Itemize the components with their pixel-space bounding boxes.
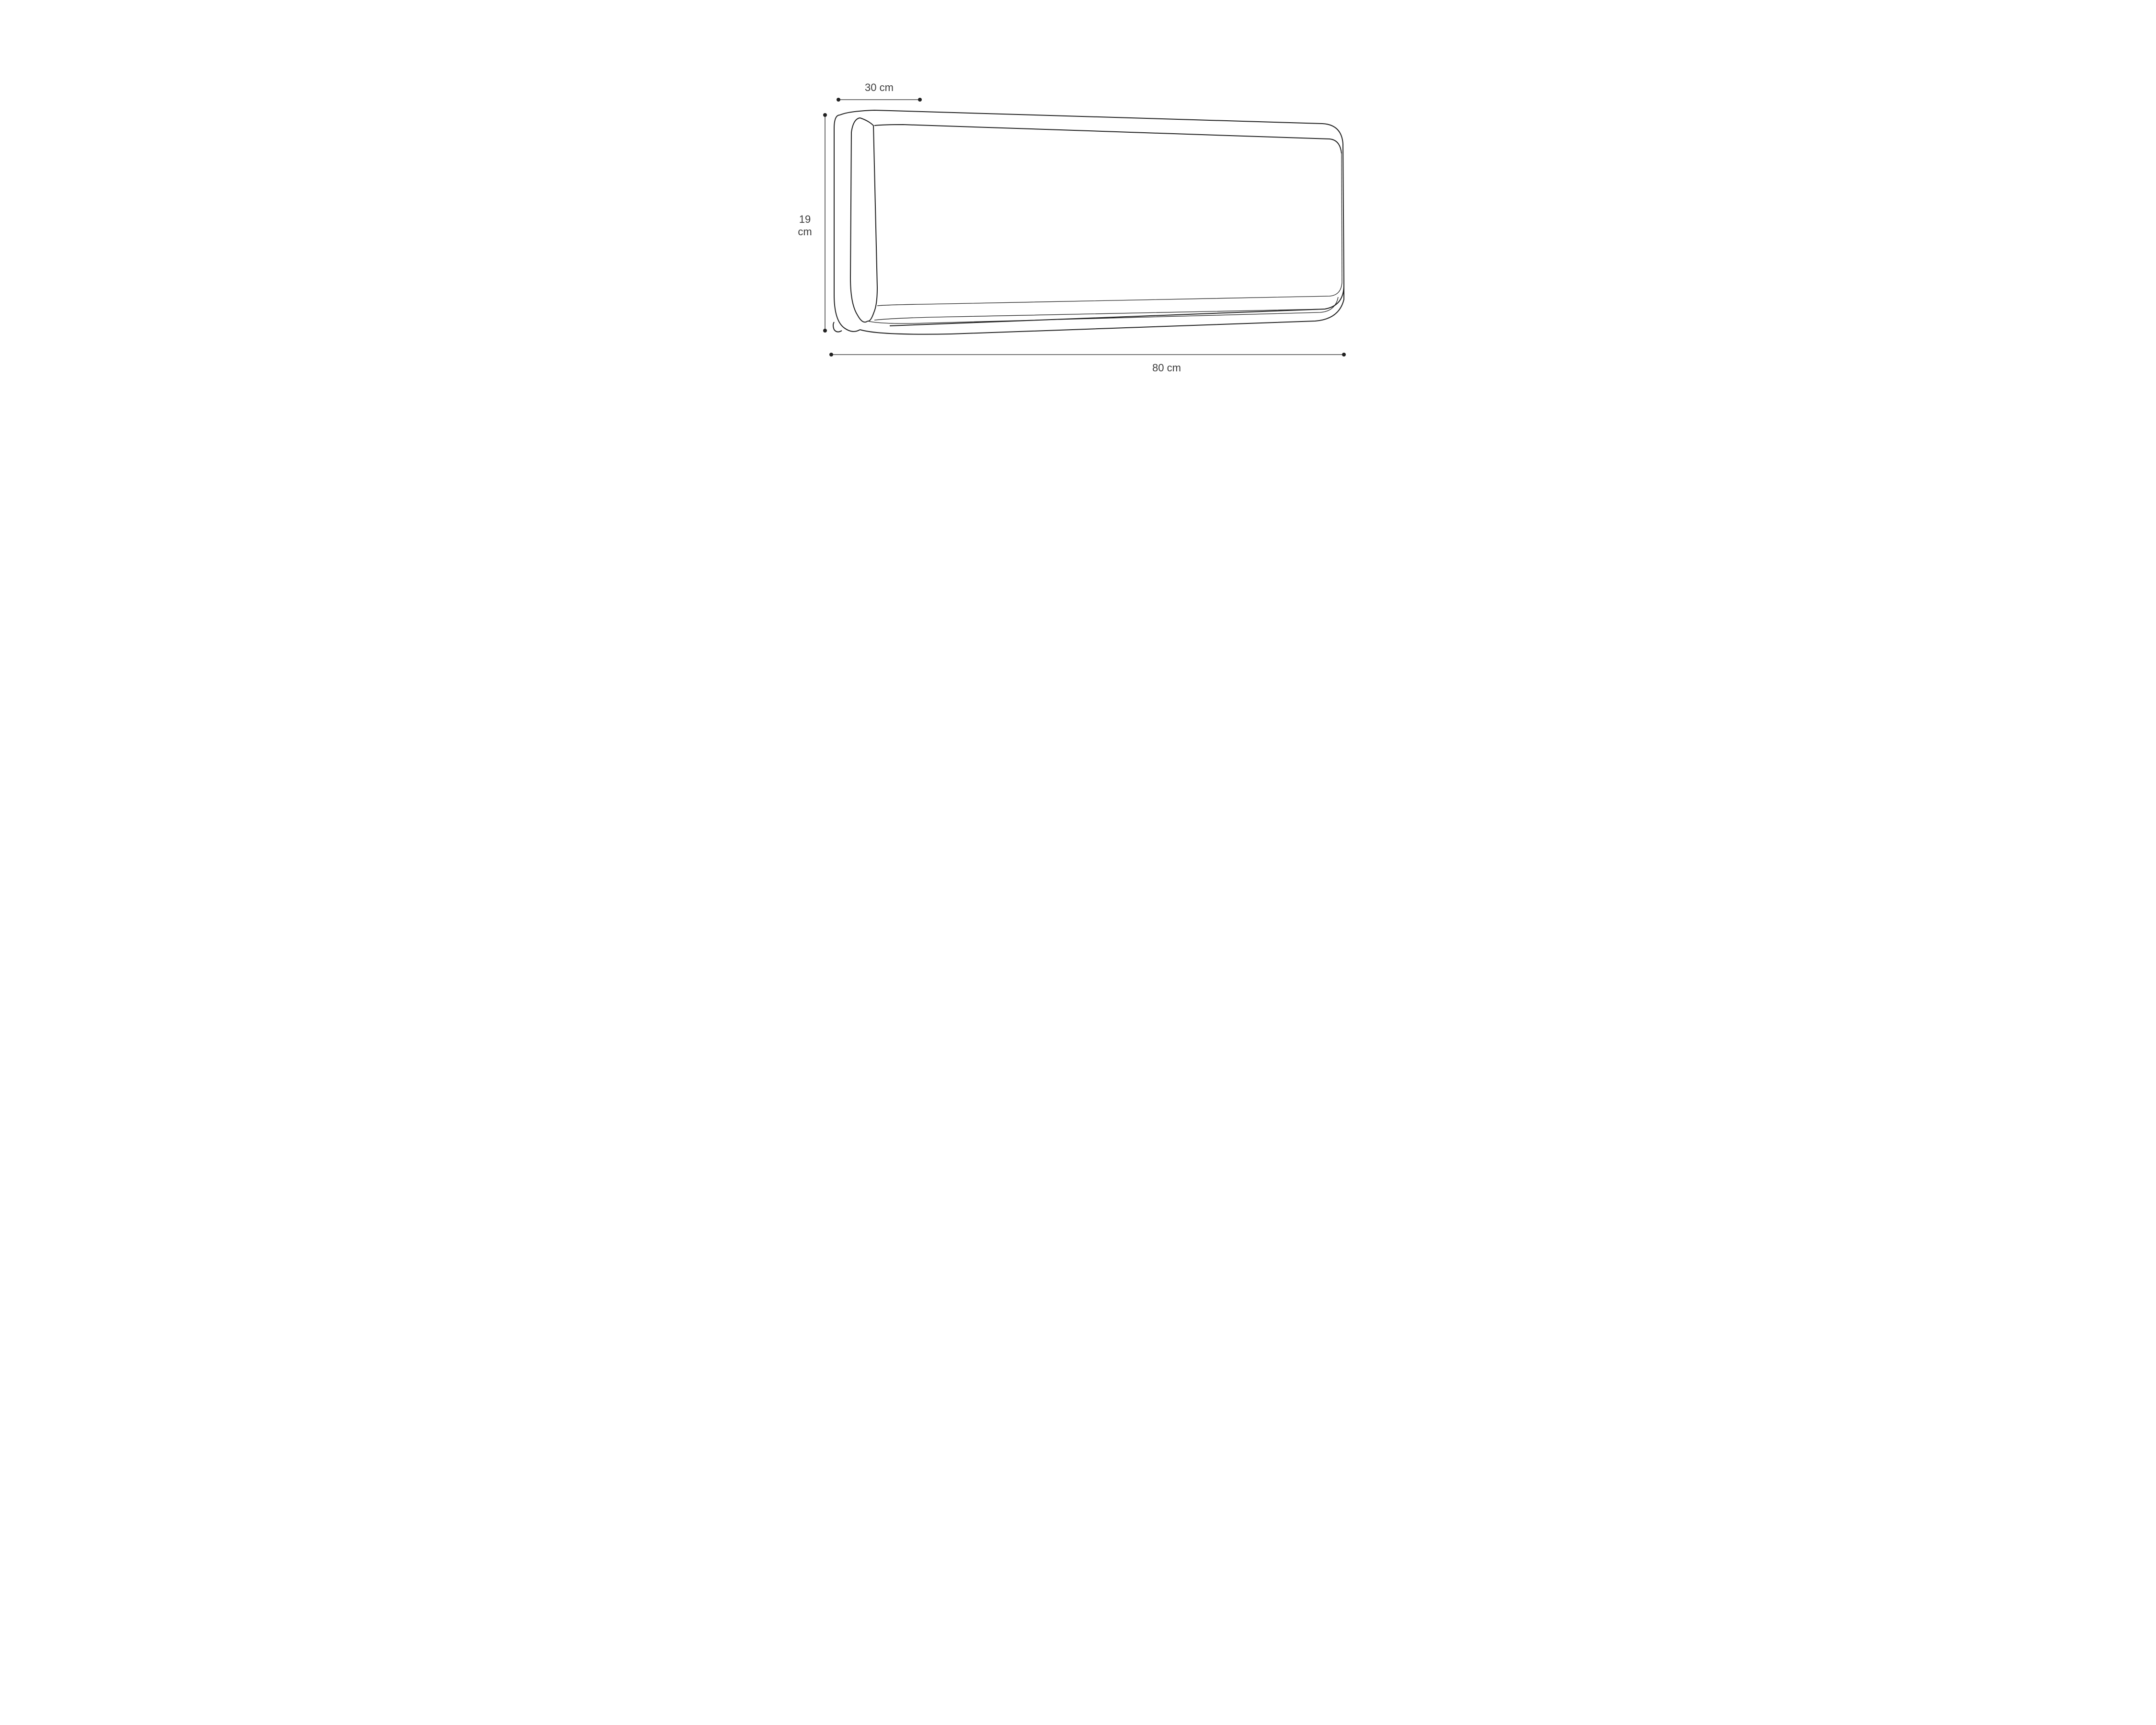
dimension-dot: [823, 329, 827, 333]
dimension-depth-label: 30 cm: [865, 81, 894, 93]
dimension-width-label: 80 cm: [1152, 362, 1181, 374]
bottom-vent-top: [877, 283, 1342, 306]
dimension-dot: [837, 98, 840, 102]
dimension-dot: [1342, 353, 1346, 356]
dimension-depth: 30 cm: [837, 81, 922, 102]
dimension-height-unit: cm: [798, 226, 812, 238]
dimension-dot: [823, 113, 827, 117]
diagram-stage: 30 cm 19 cm: [779, 0, 1377, 479]
ac-unit-drawing: 30 cm 19 cm: [779, 0, 1377, 479]
dimension-dot: [918, 98, 922, 102]
left-side-inner: [850, 118, 868, 322]
dimension-dot: [829, 353, 833, 356]
top-front-edge: [874, 125, 1342, 153]
dimension-height: 19 cm: [798, 113, 827, 333]
left-side-outer: [834, 115, 860, 332]
bottom-lip: [860, 285, 1344, 334]
ac-unit-body: [833, 110, 1344, 334]
dimension-width: 80 cm: [829, 353, 1346, 374]
left-side-rib: [860, 118, 877, 321]
front-right-face: [890, 144, 1344, 326]
top-back-edge: [840, 110, 1343, 144]
dimension-height-value: 19: [799, 213, 811, 225]
